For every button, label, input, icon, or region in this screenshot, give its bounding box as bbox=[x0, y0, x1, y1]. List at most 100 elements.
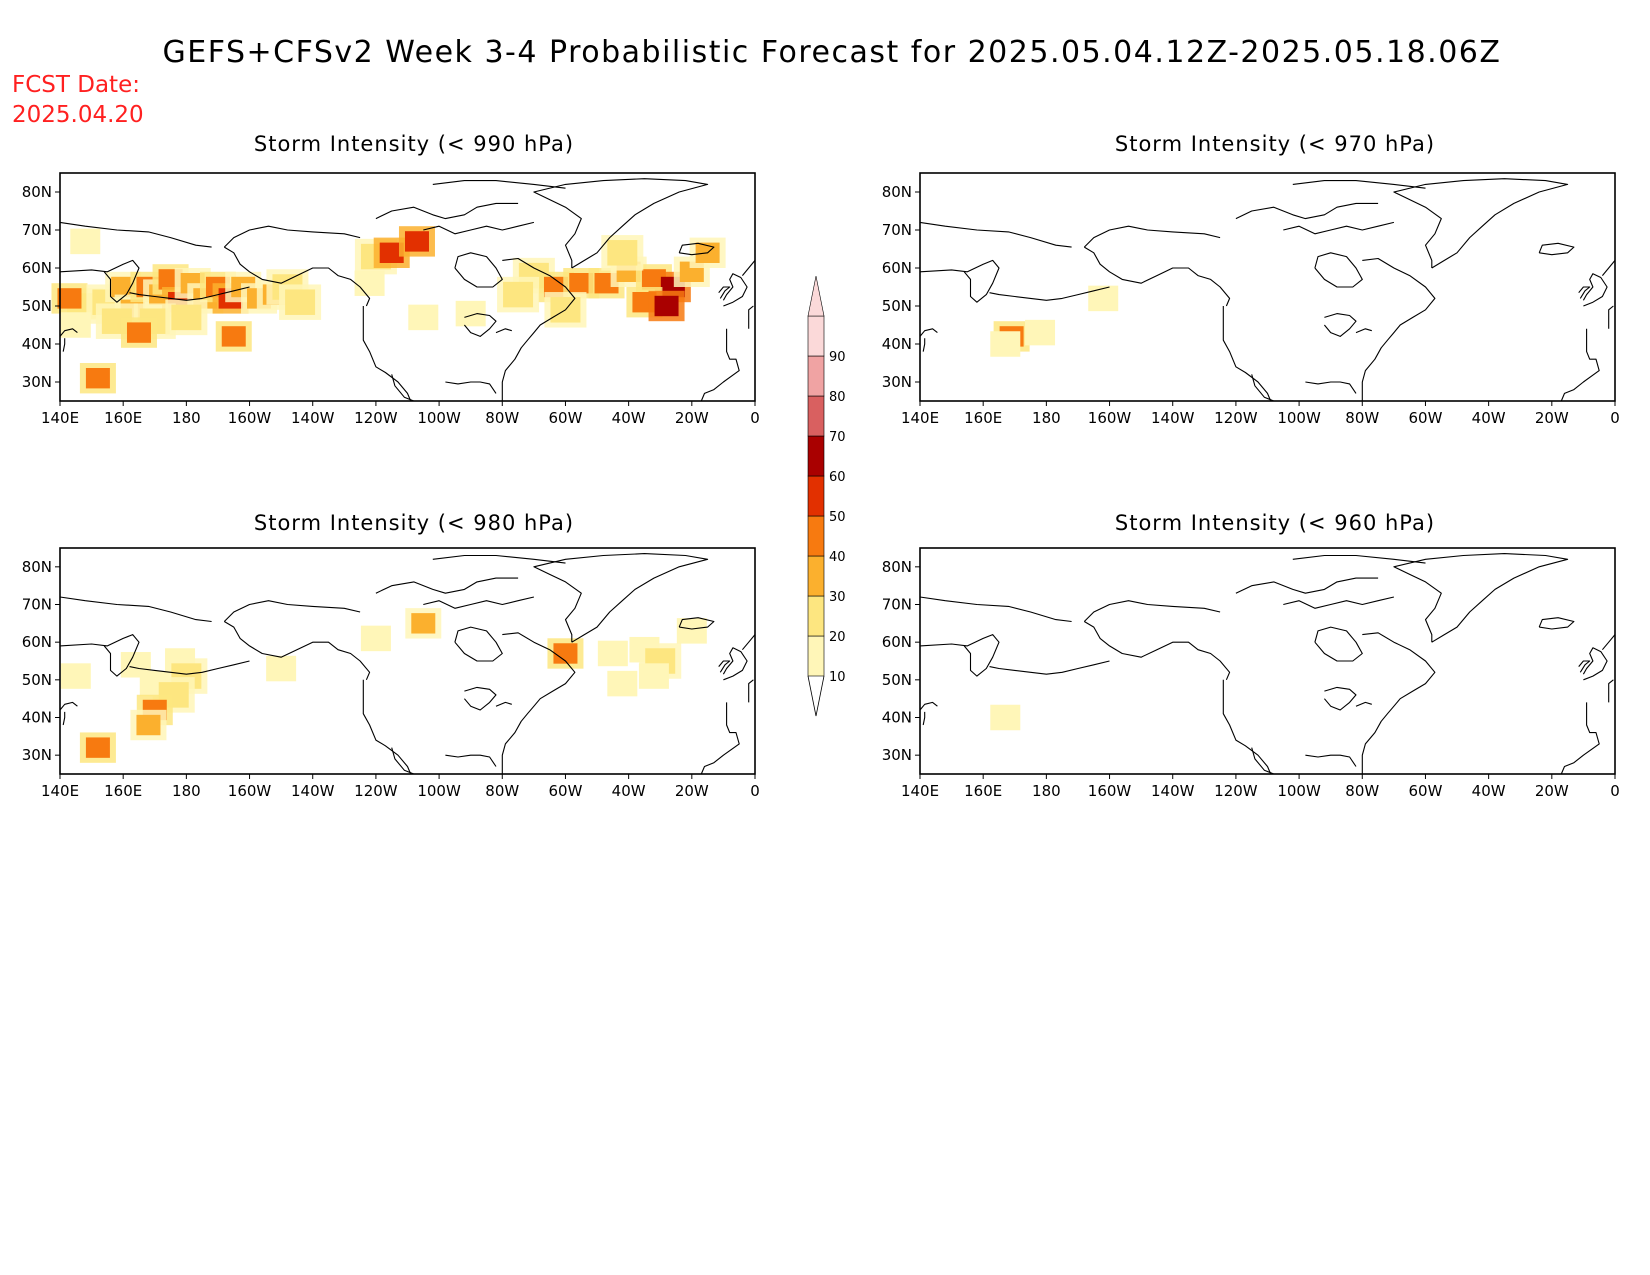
coastline bbox=[1560, 702, 1600, 775]
coastline bbox=[59, 259, 140, 303]
lat-tick-label: 60N bbox=[882, 633, 912, 651]
colorbar-box bbox=[807, 395, 825, 437]
probability-patch bbox=[111, 276, 136, 298]
coastlines bbox=[59, 553, 756, 775]
coastline bbox=[423, 596, 535, 609]
coastline bbox=[678, 617, 715, 630]
probability-patch bbox=[85, 368, 110, 389]
coastline bbox=[1361, 257, 1436, 401]
coastline bbox=[445, 381, 497, 394]
lon-tick-label: 140W bbox=[1151, 409, 1195, 427]
coastline bbox=[1538, 617, 1575, 630]
coastline bbox=[463, 313, 497, 337]
lon-tick-label: 60W bbox=[548, 782, 582, 800]
probability-patch bbox=[404, 231, 429, 252]
probability-patch bbox=[360, 625, 391, 652]
lon-tick-label: 140E bbox=[901, 409, 939, 427]
lon-tick-label: 140W bbox=[1151, 782, 1195, 800]
probability-shading bbox=[60, 608, 707, 763]
panel-title-970: Storm Intensity (< 970 hPa) bbox=[1115, 132, 1435, 156]
colorbar-tick-label: 10 bbox=[829, 670, 846, 685]
coastline bbox=[989, 286, 1110, 301]
colorbar-box bbox=[807, 475, 825, 517]
colorbar-tick-label: 20 bbox=[829, 630, 846, 645]
probability-patch bbox=[455, 300, 486, 327]
coastline bbox=[1083, 225, 1221, 248]
lon-tick-label: 80W bbox=[1345, 409, 1379, 427]
colorbar-box bbox=[807, 555, 825, 597]
probability-patch bbox=[126, 322, 151, 343]
coastline bbox=[495, 701, 512, 707]
lon-tick-label: 20W bbox=[675, 782, 709, 800]
probability-patch bbox=[411, 613, 436, 634]
coastline bbox=[1578, 286, 1591, 299]
coastline bbox=[223, 225, 361, 248]
coastline bbox=[391, 374, 415, 402]
lat-tick-label: 60N bbox=[22, 633, 52, 651]
lat-tick-label: 80N bbox=[882, 183, 912, 201]
coastline bbox=[748, 679, 754, 703]
probability-patch bbox=[136, 714, 161, 736]
coastline bbox=[362, 679, 412, 775]
coastline bbox=[1582, 273, 1608, 307]
colorbar-box bbox=[807, 635, 825, 677]
lat-tick-label: 40N bbox=[22, 709, 52, 727]
colorbar-tick-label: 80 bbox=[829, 390, 846, 405]
lon-tick-label: 20W bbox=[1535, 409, 1569, 427]
probability-patch bbox=[990, 331, 1021, 357]
coastline bbox=[1393, 553, 1569, 643]
lat-tick-label: 30N bbox=[882, 746, 912, 764]
map-frame bbox=[59, 172, 756, 402]
coastline bbox=[495, 328, 512, 334]
coastline bbox=[1608, 679, 1614, 703]
lon-tick-label: 120W bbox=[354, 409, 398, 427]
lon-tick-label: 120W bbox=[354, 782, 398, 800]
lat-tick-label: 30N bbox=[882, 373, 912, 391]
panel-title-960: Storm Intensity (< 960 hPa) bbox=[1115, 511, 1435, 535]
coastline bbox=[375, 202, 519, 220]
coastline bbox=[1235, 577, 1379, 594]
lon-tick-label: 140E bbox=[901, 782, 939, 800]
colorbar-tick-label: 50 bbox=[829, 510, 846, 525]
colorbar-tick-label: 70 bbox=[829, 430, 846, 445]
lon-tick-label: 80W bbox=[1345, 782, 1379, 800]
main-title: GEFS+CFSv2 Week 3-4 Probabilistic Foreca… bbox=[163, 35, 1502, 70]
probability-patch bbox=[57, 288, 82, 309]
lat-tick-label: 80N bbox=[22, 183, 52, 201]
lon-tick-label: 160E bbox=[104, 409, 142, 427]
lon-tick-label: 160E bbox=[964, 782, 1002, 800]
coastline bbox=[1083, 600, 1221, 622]
coastline bbox=[59, 596, 212, 623]
colorbar-box bbox=[807, 595, 825, 637]
coastline bbox=[678, 242, 715, 256]
lon-tick-label: 160E bbox=[964, 409, 1002, 427]
coastline bbox=[454, 626, 503, 662]
lat-tick-label: 30N bbox=[22, 373, 52, 391]
probability-patch bbox=[1025, 319, 1056, 346]
lon-tick-label: 40W bbox=[1472, 782, 1506, 800]
lat-tick-label: 70N bbox=[22, 221, 52, 239]
fcst-date: 2025.04.20 bbox=[12, 102, 144, 128]
map-frame bbox=[919, 172, 1616, 402]
lat-tick-label: 40N bbox=[22, 335, 52, 353]
coastline bbox=[919, 221, 1072, 248]
lon-tick-label: 80W bbox=[485, 409, 519, 427]
coastline bbox=[722, 273, 748, 307]
coastline bbox=[919, 701, 938, 711]
coastline bbox=[1314, 252, 1363, 288]
coastline bbox=[919, 596, 1072, 623]
colorbar-bottom-arrow bbox=[807, 675, 825, 717]
lon-tick-label: 160W bbox=[228, 409, 272, 427]
lat-tick-label: 70N bbox=[882, 596, 912, 614]
coastline bbox=[224, 246, 371, 307]
probability-patch bbox=[553, 643, 578, 664]
map-panel-980: 140E 160E 180 160W 140W 120W 100W 80W 60W 40W 20W 0… bbox=[22, 547, 760, 800]
maps-layer: 140E 160E 180 160W 140W 120W 100W 80W 60W 40W 20W 0… bbox=[22, 172, 1620, 800]
probability-patch bbox=[171, 304, 202, 331]
coastlines bbox=[919, 553, 1616, 775]
fcst-label: FCST Date: bbox=[12, 72, 140, 98]
lat-tick-label: 40N bbox=[882, 709, 912, 727]
colorbar-tick-label: 60 bbox=[829, 470, 846, 485]
colorbar-tick-label: 90 bbox=[829, 350, 846, 365]
lon-tick-label: 40W bbox=[1472, 409, 1506, 427]
